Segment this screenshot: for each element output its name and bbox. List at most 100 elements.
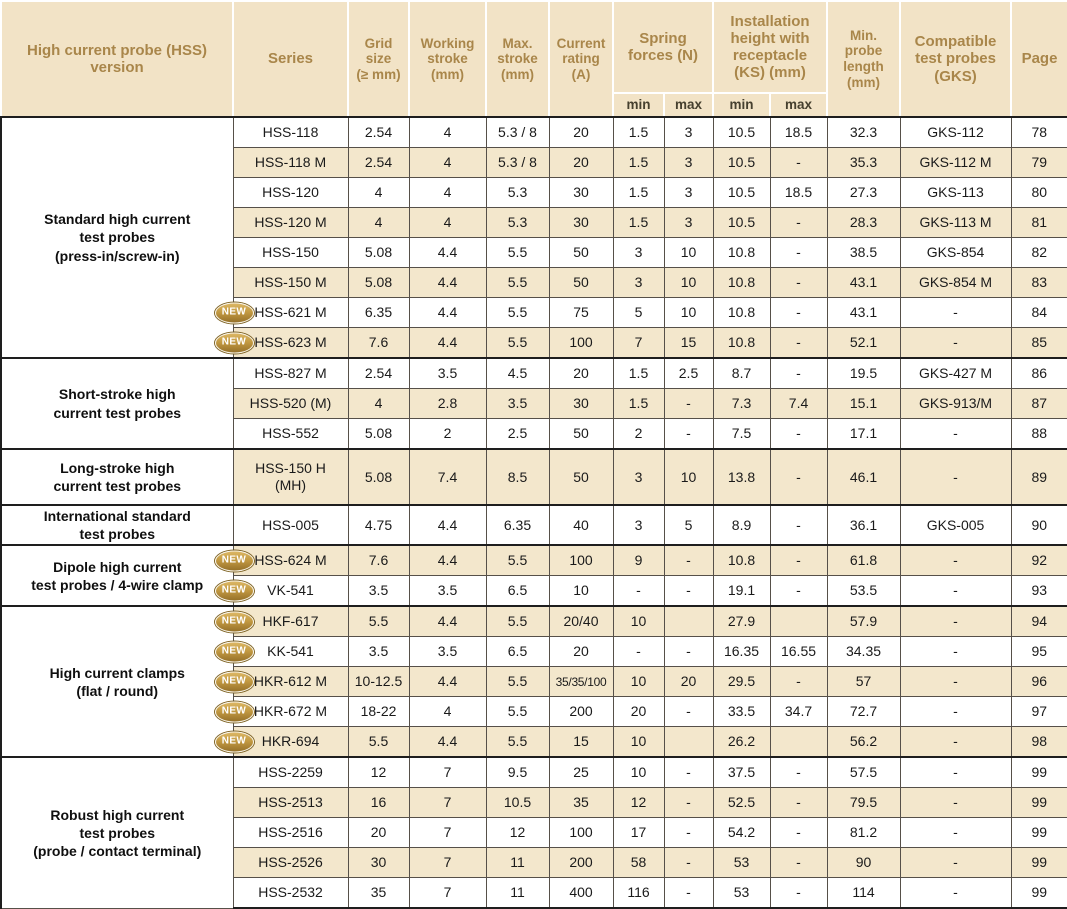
cell-page: 83: [1010, 267, 1067, 298]
cell-gks: GKS-913/M: [899, 388, 1012, 419]
header-min-length: Min. probe length (mm): [826, 0, 902, 118]
cell-gks: GKS-427 M: [899, 357, 1012, 389]
cell-page: 99: [1010, 847, 1067, 879]
header-page: Page: [1010, 0, 1067, 118]
cell-inst_max: -: [769, 237, 828, 268]
cell-max_stroke: 5.3 / 8: [485, 116, 550, 148]
series-label: HSS-2516: [258, 824, 323, 841]
cell-max_stroke: 8.5: [485, 448, 550, 506]
cell-spring_max: 5: [663, 503, 714, 546]
cell-inst_max: -: [769, 418, 828, 450]
cell-spring_min: 1.5: [612, 116, 665, 148]
cell-max_stroke: 5.5: [485, 267, 550, 298]
cell-inst_max: -: [769, 575, 828, 607]
cell-max_stroke: 5.5: [485, 237, 550, 268]
cell-stroke: 4.4: [408, 666, 487, 698]
cell-spring_min: 10: [612, 605, 665, 638]
series-cell: HSS-120 M: [232, 207, 349, 238]
cell-gks: -: [899, 636, 1012, 668]
cell-spring_max: -: [663, 636, 714, 668]
cell-current: 100: [548, 544, 614, 577]
cell-min_length: 56.2: [826, 726, 901, 758]
cell-inst_min: 7.3: [712, 388, 771, 419]
series-label: HSS-2532: [258, 884, 323, 901]
cell-gks: -: [899, 575, 1012, 607]
table-row: Dipole high current test probes / 4-wire…: [0, 544, 1067, 607]
cell-inst_max: -: [769, 267, 828, 298]
cell-min_length: 34.35: [826, 636, 901, 668]
new-badge: NEW: [214, 641, 254, 663]
series-label: VK-541: [267, 582, 314, 599]
series-label: KK-541: [267, 643, 314, 660]
series-label: HSS-150 H (MH): [255, 460, 326, 493]
series-cell: NEW HSS-621 M: [214, 297, 349, 328]
table-row: Standard high current test probes (press…: [0, 116, 1067, 359]
cell-spring_max: 2.5: [663, 357, 714, 389]
cell-page: 85: [1010, 327, 1067, 359]
cell-gks: -: [899, 605, 1012, 638]
new-badge: NEW: [214, 671, 254, 693]
cell-inst_min: 53: [712, 847, 771, 879]
cell-min_length: 28.3: [826, 207, 901, 238]
cell-min_length: 35.3: [826, 147, 901, 178]
table-row: International standard test probes HSS-00…: [0, 503, 1067, 546]
cell-inst_min: 10.5: [712, 147, 771, 178]
cell-inst_max: 18.5: [769, 116, 828, 148]
cell-gks: -: [899, 327, 1012, 359]
cell-spring_min: 20: [612, 696, 665, 728]
cell-inst_max: -: [769, 877, 828, 909]
series-cell: HSS-150: [232, 237, 349, 268]
cell-max_stroke: 5.3: [485, 177, 550, 208]
cell-spring_max: 10: [663, 237, 714, 268]
cell-inst_min: 10.5: [712, 207, 771, 238]
cell-max_stroke: 5.5: [485, 544, 550, 577]
cell-spring_min: 2: [612, 418, 665, 450]
cell-gks: GKS-113 M: [899, 207, 1012, 238]
cell-gks: -: [899, 847, 1012, 879]
header-spring: Spring forces (N): [611, 0, 715, 94]
cell-grid: 16: [347, 787, 410, 819]
cell-inst_max: 16.55: [769, 636, 828, 668]
series-cell: HSS-2259: [232, 756, 349, 789]
cell-min_length: 43.1: [826, 267, 901, 298]
cell-stroke: 3.5: [408, 357, 487, 389]
cell-page: 96: [1010, 666, 1067, 698]
cell-stroke: 2.8: [408, 388, 487, 419]
series-label: HKR-612 M: [253, 673, 328, 690]
table-row: HSS-2513 16 7 10.5 35 12-52.5-79.5-99: [1, 787, 1067, 819]
cell-page: 81: [1010, 207, 1067, 238]
series-label: HSS-621 M: [254, 304, 327, 321]
cell-max_stroke: 9.5: [485, 756, 550, 789]
table-row: HSS-2516 20 7 12 100 17-54.2-81.2-99: [1, 817, 1067, 849]
cell-spring_min: 1.5: [612, 357, 665, 389]
cell-max_stroke: 5.5: [485, 696, 550, 728]
cell-stroke: 7: [408, 787, 487, 819]
cell-grid: 2.54: [347, 116, 410, 148]
cell-inst_max: -: [769, 357, 828, 389]
cell-inst_min: 27.9: [712, 605, 771, 638]
cell-min_length: 43.1: [826, 297, 901, 328]
cell-inst_min: 26.2: [712, 726, 771, 758]
header-current: Current rating (A): [548, 0, 614, 118]
table-header: High current probe (HSS) version Series Gr…: [0, 0, 1067, 118]
cell-grid: 4.75: [347, 503, 410, 546]
cell-spring_max: [663, 726, 714, 758]
series-cell: HSS-552: [232, 418, 349, 450]
cell-inst_max: -: [769, 207, 828, 238]
subheader-install-max: max: [769, 92, 829, 118]
series-cell: NEW HKR-694: [214, 726, 349, 758]
cell-current: 100: [548, 327, 614, 359]
cell-gks: -: [899, 756, 1012, 789]
series-label: HSS-520 (M): [249, 395, 332, 412]
cell-inst_max: -: [769, 147, 828, 178]
category-cell: Robust high current test probes (probe /…: [0, 756, 234, 909]
cell-spring_min: 1.5: [612, 207, 665, 238]
cell-stroke: 4.4: [408, 327, 487, 359]
table-row: NEW HKR-672 M 18-22 4 5.5 200 20-33.5 34.7 72.7-…: [1, 696, 1067, 728]
cell-gks: -: [899, 418, 1012, 450]
cell-spring_max: 3: [663, 147, 714, 178]
cell-spring_max: 3: [663, 207, 714, 238]
cell-page: 80: [1010, 177, 1067, 208]
header-install: Installation height with receptacle (KS)…: [712, 0, 829, 94]
cell-inst_min: 33.5: [712, 696, 771, 728]
